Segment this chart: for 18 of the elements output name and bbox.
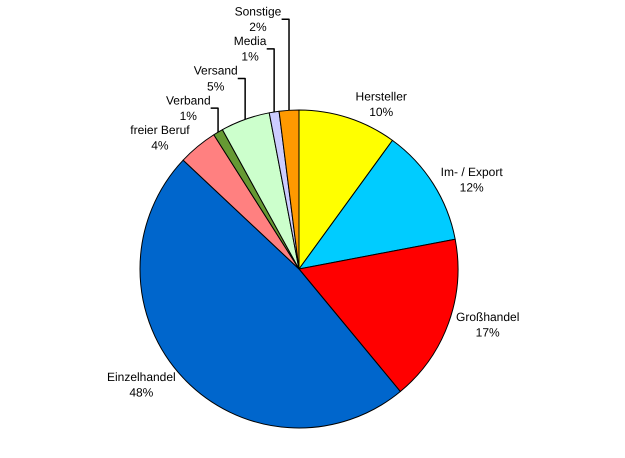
slice-label: Hersteller bbox=[356, 90, 407, 104]
data-label: 4% bbox=[151, 138, 169, 152]
data-label: 1% bbox=[180, 108, 198, 123]
slice-label: Einzelhandel bbox=[106, 370, 176, 384]
slice-label: Großhandel bbox=[456, 310, 520, 324]
slice-label: Verband bbox=[166, 93, 211, 108]
data-label: 48% bbox=[129, 386, 154, 400]
data-label: 12% bbox=[460, 180, 484, 194]
slice-label: Media bbox=[234, 34, 267, 48]
data-label: 5% bbox=[207, 79, 225, 94]
data-label: 10% bbox=[369, 105, 394, 120]
data-label: 1% bbox=[241, 50, 260, 64]
slice-label: freier Beruf bbox=[130, 122, 190, 137]
slice-label: Sonstige bbox=[234, 4, 282, 19]
slice-label: Im- / Export bbox=[440, 164, 504, 179]
data-label: 17% bbox=[476, 325, 500, 340]
slice-label: Versand bbox=[194, 64, 238, 78]
data-label: 2% bbox=[249, 20, 267, 34]
